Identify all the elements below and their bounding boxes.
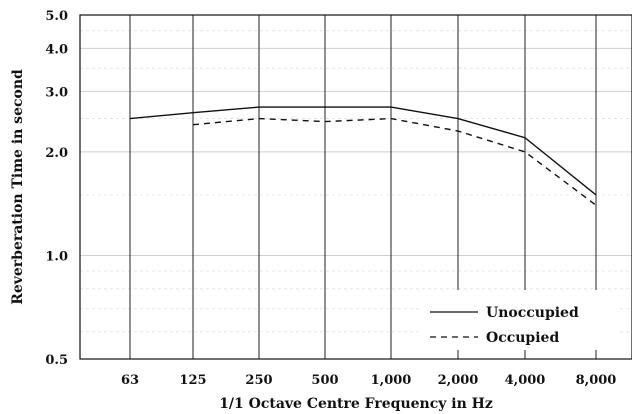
y-tick-label: 2.0 xyxy=(45,146,68,161)
y-tick-label: 0.5 xyxy=(45,353,68,368)
y-axis-label: Reverberation Time in second xyxy=(10,69,26,305)
x-tick-label: 125 xyxy=(179,373,206,388)
x-tick-label: 250 xyxy=(245,373,272,388)
x-tick-label: 4,000 xyxy=(505,373,546,388)
legend-occupied-label: Occupied xyxy=(486,330,559,346)
legend-unoccupied-label: Unoccupied xyxy=(486,305,579,321)
x-tick-label: 500 xyxy=(311,373,338,388)
series-line-occupied xyxy=(192,117,597,206)
series-lines xyxy=(129,106,597,206)
x-tick-label: 1,000 xyxy=(371,373,412,388)
y-axis-ticks: 0.5 1.0 2.0 3.0 4.0 5.0 xyxy=(45,9,68,368)
y-tick-label: 3.0 xyxy=(45,85,68,100)
x-axis-ticks: 63 125 250 500 1,000 2,000 4,000 8,000 xyxy=(121,373,616,388)
legend-background xyxy=(420,290,620,350)
plot-frame xyxy=(79,14,632,360)
y-tick-label: 1.0 xyxy=(45,249,68,264)
series-line-unoccupied xyxy=(129,106,597,196)
y-tick-label: 5.0 xyxy=(45,9,68,24)
y-tick-label: 4.0 xyxy=(45,42,68,57)
legend: Unoccupied Occupied xyxy=(420,290,620,350)
x-axis-label: 1/1 Octave Centre Frequency in Hz xyxy=(219,396,493,412)
x-tick-label: 8,000 xyxy=(576,373,617,388)
x-tick-label: 2,000 xyxy=(438,373,479,388)
x-tick-label: 63 xyxy=(121,373,139,388)
